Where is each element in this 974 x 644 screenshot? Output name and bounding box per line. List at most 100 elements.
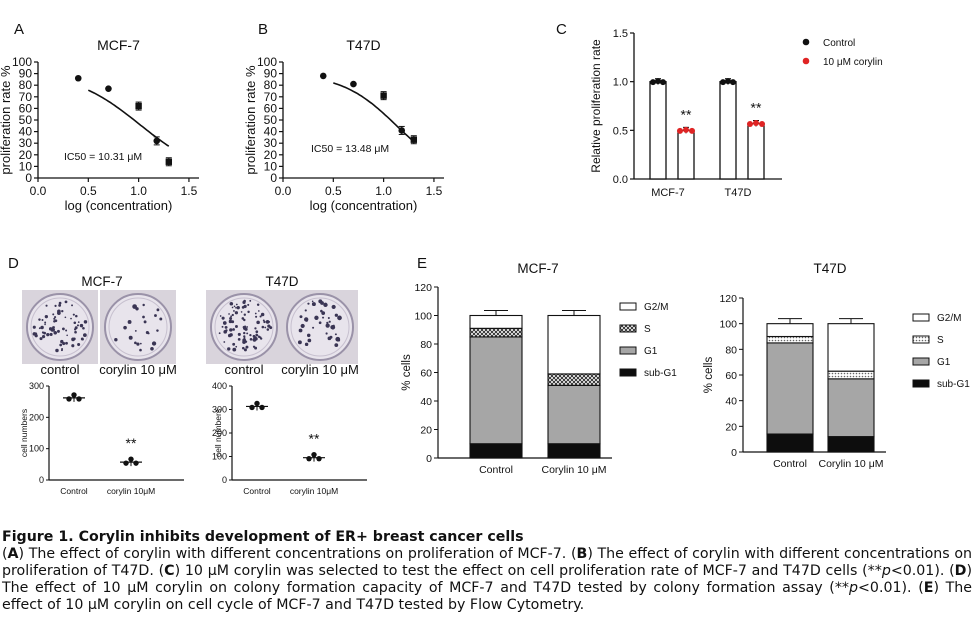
panel-d-petri-dish	[104, 293, 172, 361]
panel-d-colony-dot	[219, 315, 222, 317]
panel-d-colony-dot	[44, 323, 46, 326]
panel-d-colony-dot	[312, 326, 315, 329]
panel-e-t47d-bar-segment	[827, 436, 875, 453]
panel-d-colony-dot	[223, 341, 226, 343]
panel-c-category-label: T47D	[725, 187, 752, 199]
panel-d-colony-dot	[233, 310, 235, 312]
panel-d-t47d-data-point	[306, 455, 312, 462]
caption-text: <0.01). (	[858, 580, 924, 596]
panel-e-t47d-legend-label: G1	[937, 357, 951, 368]
panel-d-colony-dot	[264, 326, 267, 329]
panel-d-colony-dot	[127, 320, 132, 324]
panel-c-data-point	[747, 121, 753, 128]
panel-d-colony-dot	[304, 342, 309, 347]
panel-d-colony-dot	[147, 332, 150, 335]
panel-d-colony-dot	[241, 317, 245, 320]
panel-b-x-tick-label: 1.5	[426, 184, 443, 198]
panel-e-mcf7-bar-segment	[547, 314, 601, 375]
panel-d-colony-dot	[337, 315, 342, 321]
panel-c-data-point	[660, 79, 666, 86]
panel-d-colony-dot	[40, 325, 44, 330]
panel-c-data-point	[650, 79, 656, 86]
caption-ref-b: B	[576, 546, 588, 562]
panel-a-x-tick-label: 1.5	[181, 184, 198, 198]
panel-d-colony-dot	[256, 303, 260, 307]
panel-a-y-tick-label: 50	[19, 113, 33, 127]
panel-e-letter: E	[417, 255, 427, 272]
panel-d-colony-dot	[136, 342, 140, 346]
panel-d-colony-dot	[327, 317, 330, 320]
panel-d-colony-dot	[299, 315, 303, 319]
panel-d-colony-dot	[236, 305, 240, 310]
panel-d-colony-dot	[44, 315, 48, 319]
panel-d-mcf7-data-point	[133, 460, 139, 466]
panel-e-t47d-legend-swatch	[912, 379, 930, 388]
panel-d-mcf7-data-point	[123, 460, 129, 466]
panel-d-colony-dot	[237, 332, 241, 336]
panel-c-y-tick-label: 0.0	[613, 174, 628, 186]
panel-d-colony-dot	[32, 325, 36, 329]
panel-d-colony-dot	[323, 302, 328, 308]
panel-d-colony-dot	[331, 304, 336, 310]
panel-c-data-point	[730, 79, 736, 86]
panel-d-colony-dot	[64, 300, 68, 304]
panel-d-colony-dot	[243, 348, 247, 352]
panel-e-t47d-bar-segment	[827, 323, 875, 372]
panel-e-t47d-y-tick-label: 0	[731, 447, 737, 459]
panel-d-colony-dot	[62, 327, 65, 331]
panel-d-colony-dot	[320, 309, 323, 313]
caption-text: <0.01). (	[890, 563, 955, 579]
panel-e-t47d-y-axis-label: % cells	[703, 357, 715, 394]
panel-d-colony-dot	[60, 349, 63, 352]
panel-a-y-tick-label: 30	[19, 136, 33, 150]
panel-d-colony-dot	[74, 330, 77, 334]
panel-e-t47d-legend-swatch	[912, 357, 930, 366]
panel-d-colony-dot	[330, 324, 336, 330]
panel-d-colony-dot	[134, 341, 137, 345]
panel-d-petri-dish-rim	[214, 297, 274, 357]
panel-d-colony-dot	[235, 303, 238, 306]
panel-d-colony-dot	[267, 320, 271, 323]
panel-e-t47d-category-label: Control	[773, 458, 807, 470]
panel-c-data-point	[753, 120, 759, 127]
panel-c-data-point	[720, 79, 726, 86]
panel-d-colony-dot	[230, 315, 233, 318]
panel-d-colony-dot	[45, 304, 48, 307]
panel-e-mcf7-legend-label: sub-G1	[644, 368, 677, 379]
caption-text: ) The effect of 10 μM corylin on colony …	[2, 563, 972, 596]
panel-d-colony-dot	[83, 320, 88, 324]
panel-e-t47d-title: T47D	[813, 261, 846, 276]
panel-d-colony-dot	[128, 335, 133, 340]
panel-c-letter: C	[556, 21, 567, 38]
panel-d-colony-dot	[227, 347, 231, 351]
panel-e-t47d-legend-swatch	[912, 313, 930, 322]
panel-a-y-tick-label: 100	[12, 55, 32, 69]
panel-d-colony-dot	[150, 347, 154, 351]
panel-d-colony-dot	[77, 343, 81, 347]
panel-e-mcf7-bar-segment	[469, 336, 523, 445]
panel-d-colony-dot	[74, 326, 78, 330]
panel-d-image-label: control	[40, 362, 79, 377]
panel-e-mcf7-bar-segment	[547, 373, 601, 386]
caption-ref-c: C	[164, 563, 175, 579]
panel-d-colony-dot	[246, 326, 249, 328]
panel-d-colony-dot	[263, 320, 266, 324]
panel-e-t47d-y-tick-label: 120	[719, 293, 737, 305]
panel-d-mcf7-y-axis-label: cell numbers	[19, 409, 29, 457]
panel-d-t47d-y-tick-label: 0	[222, 475, 227, 485]
panel-d-colony-dot	[82, 326, 85, 330]
panel-d-colony-dot	[73, 337, 76, 341]
panel-d-colony-dot	[58, 301, 62, 305]
panel-d-colony-dot	[249, 299, 252, 302]
panel-d-colony-dot	[298, 328, 303, 333]
panel-d-colony-dot	[235, 306, 237, 309]
panel-d-colony-dot	[65, 341, 68, 345]
panel-e-mcf7-y-tick-label: 100	[414, 311, 432, 323]
panel-a-y-tick-label: 40	[19, 125, 33, 139]
panel-d-colony-dot	[243, 304, 247, 309]
panel-d-colony-dot	[249, 333, 252, 337]
panel-d-colony-dot	[261, 325, 265, 329]
caption-text: ) 10 μM corylin was selected to test the…	[174, 563, 882, 579]
panel-d-colony-dot	[258, 310, 260, 312]
